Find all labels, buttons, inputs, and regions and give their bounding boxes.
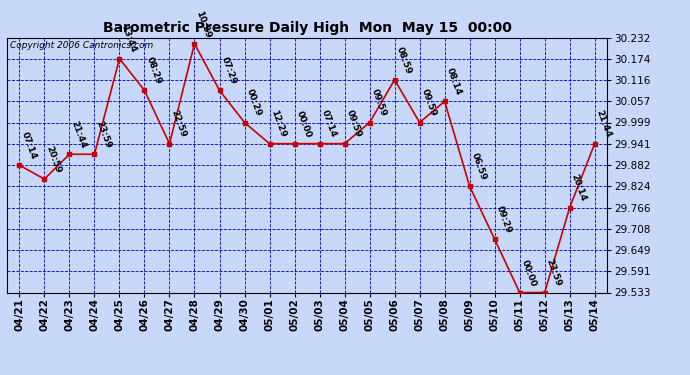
Text: 13:44: 13:44 <box>119 24 138 54</box>
Text: 09:59: 09:59 <box>420 88 438 118</box>
Text: Copyright 2006 Cantronics.com: Copyright 2006 Cantronics.com <box>10 41 153 50</box>
Text: 20:14: 20:14 <box>570 173 588 203</box>
Title: Barometric Pressure Daily High  Mon  May 15  00:00: Barometric Pressure Daily High Mon May 1… <box>103 21 511 35</box>
Text: 07:29: 07:29 <box>219 56 238 86</box>
Text: 23:59: 23:59 <box>95 120 112 150</box>
Text: 12:29: 12:29 <box>270 109 288 139</box>
Text: 07:14: 07:14 <box>19 130 38 160</box>
Text: 09:59: 09:59 <box>370 88 388 118</box>
Text: 23:59: 23:59 <box>544 258 563 288</box>
Text: 00:00: 00:00 <box>520 258 538 288</box>
Text: 08:14: 08:14 <box>444 67 463 97</box>
Text: 09:59: 09:59 <box>344 109 363 139</box>
Text: 10:29: 10:29 <box>195 9 213 39</box>
Text: 07:14: 07:14 <box>319 109 338 139</box>
Text: 22:59: 22:59 <box>170 109 188 139</box>
Text: 21:44: 21:44 <box>595 109 613 139</box>
Text: 20:59: 20:59 <box>44 144 63 174</box>
Text: 06:59: 06:59 <box>470 152 488 182</box>
Text: 00:00: 00:00 <box>295 110 313 139</box>
Text: 21:44: 21:44 <box>70 119 88 150</box>
Text: 00:29: 00:29 <box>244 88 263 118</box>
Text: 09:29: 09:29 <box>495 204 513 235</box>
Text: 08:29: 08:29 <box>144 56 163 86</box>
Text: 08:59: 08:59 <box>395 45 413 75</box>
